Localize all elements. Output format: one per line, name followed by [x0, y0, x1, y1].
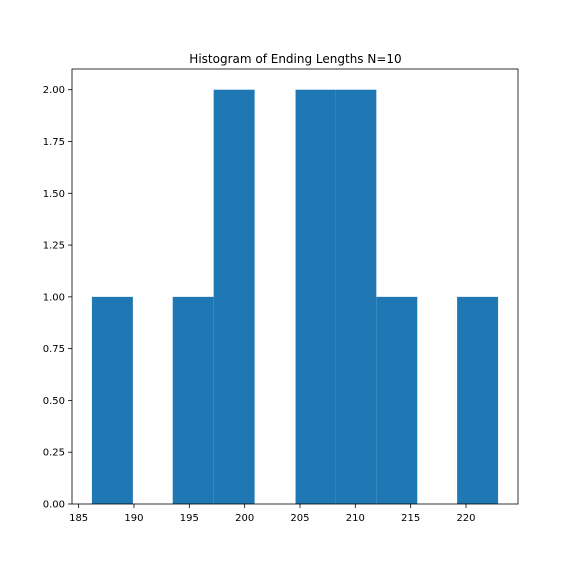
x-tick-label: 190 — [124, 513, 143, 524]
y-tick-label: 0.25 — [43, 448, 65, 459]
y-tick-label: 1.00 — [43, 292, 65, 303]
chart-title: Histogram of Ending Lengths N=10 — [189, 52, 401, 66]
x-tick-label: 185 — [69, 513, 88, 524]
x-tick-label: 215 — [401, 513, 420, 524]
x-tick-label: 195 — [180, 513, 199, 524]
histogram-bar-2 — [172, 296, 214, 504]
y-tick-label: 2.00 — [43, 85, 65, 96]
x-tick-label: 205 — [290, 513, 309, 524]
x-tick-label: 200 — [235, 513, 254, 524]
histogram-bar-6 — [335, 89, 377, 505]
histogram-bar-3 — [213, 89, 255, 505]
histogram-bar-7 — [376, 296, 418, 504]
x-axis: 185 190 195 200 205 210 215 220 — [69, 504, 476, 524]
x-tick-label: 210 — [346, 513, 365, 524]
histogram-bar-5 — [295, 89, 336, 505]
y-tick-label: 1.25 — [43, 241, 65, 252]
histogram-bar-0 — [91, 296, 133, 504]
y-tick-label: 0.75 — [43, 344, 65, 355]
y-tick-label: 1.50 — [43, 189, 65, 200]
plot-frame — [71, 68, 519, 505]
x-tick-label: 220 — [456, 513, 475, 524]
histogram-bar-9 — [457, 296, 499, 504]
y-axis: 0.00 0.25 0.50 0.75 1.00 1.25 1.50 1.75 2.00 — [43, 85, 72, 511]
y-tick-label: 0.00 — [43, 500, 65, 511]
y-tick-label: 1.75 — [43, 137, 65, 148]
bars-group — [91, 89, 499, 505]
y-tick-label: 0.50 — [43, 396, 65, 407]
